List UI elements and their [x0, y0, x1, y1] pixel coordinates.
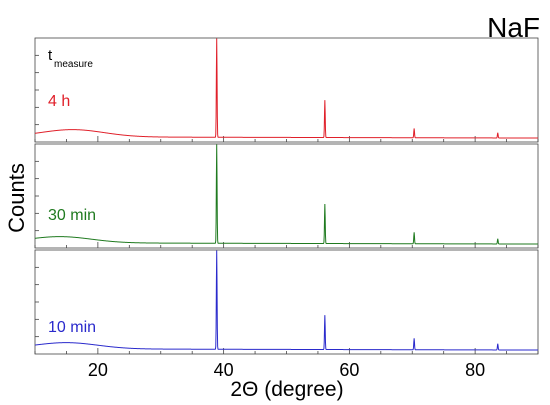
series-label-4-h: 4 h — [48, 93, 70, 110]
series-line-10-min — [34, 250, 538, 351]
panel-4-h: 4 h — [34, 37, 539, 143]
panel-frame — [34, 143, 539, 249]
panel-frame — [34, 249, 539, 355]
panels: 4 h 30 min 10 min — [34, 37, 539, 355]
x-axis-label: 2Θ (degree) — [230, 378, 343, 401]
series-label-10-min: 10 min — [48, 319, 96, 336]
x-tick-labels: 20 40 60 80 — [88, 360, 485, 380]
legend-title-main: t — [48, 47, 53, 64]
legend-title: t measure — [48, 47, 93, 70]
x-tick-label-20: 20 — [88, 360, 108, 380]
x-tick-label-60: 60 — [339, 360, 359, 380]
y-axis-label: Counts — [4, 163, 29, 233]
panel-30-min: 30 min — [34, 143, 539, 249]
legend-title-sub: measure — [54, 59, 93, 70]
series-line-4-h — [34, 38, 538, 139]
panel-10-min: 10 min — [34, 249, 539, 355]
series-line-30-min — [34, 144, 538, 245]
x-tick-label-40: 40 — [214, 360, 234, 380]
series-label-30-min: 30 min — [48, 207, 96, 224]
panel-frame — [34, 37, 539, 143]
x-tick-label-80: 80 — [465, 360, 485, 380]
